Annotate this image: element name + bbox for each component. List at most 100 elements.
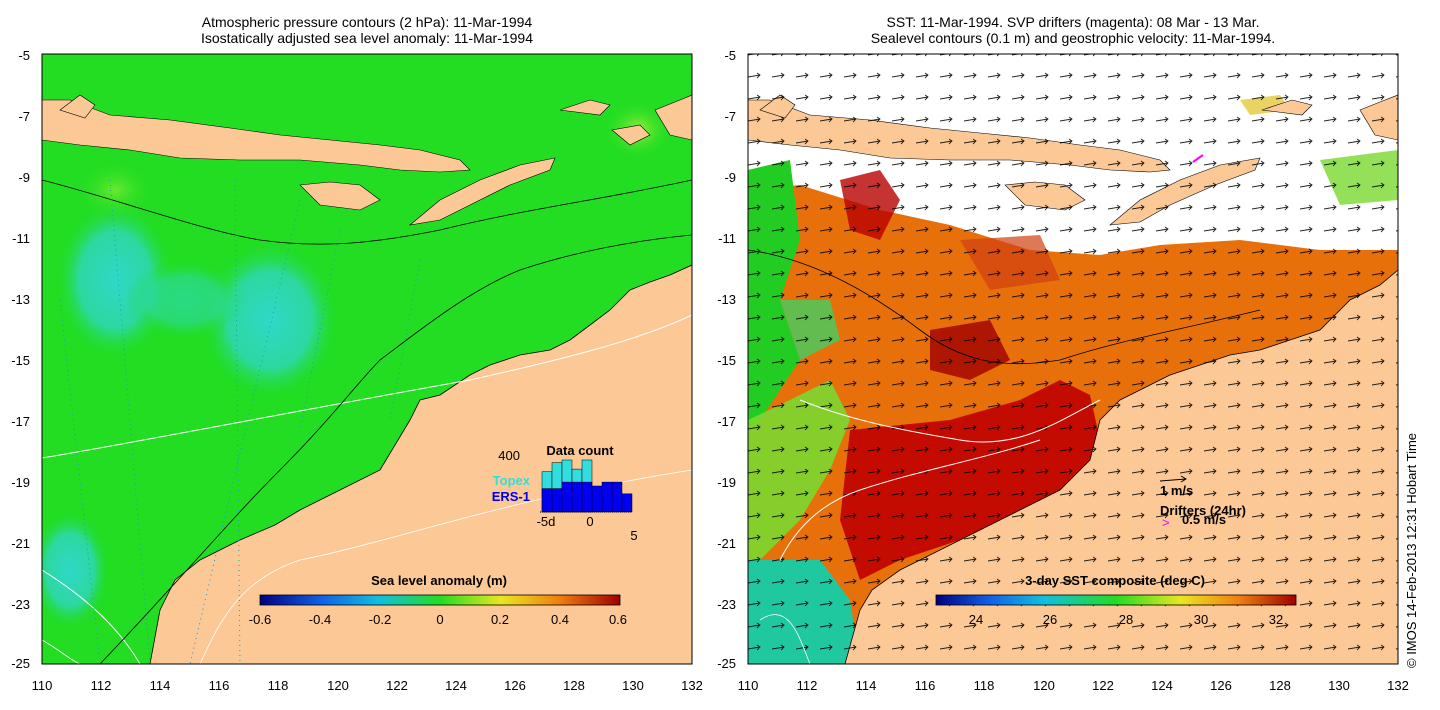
y-tick-label: -25 — [717, 656, 736, 671]
x-tick-label: 130 — [1328, 678, 1350, 693]
anomaly-tick: -0.2 — [369, 612, 391, 627]
y-tick-label: -13 — [11, 292, 30, 307]
y-tick-label: -23 — [11, 597, 30, 612]
anomaly-tick: 0.6 — [609, 612, 627, 627]
anomaly-tick: 0.2 — [491, 612, 509, 627]
ers1-bar — [611, 481, 623, 513]
x-tick-label: 116 — [209, 678, 230, 693]
right-title-line1: SST: 11-Mar-1994. SVP drifters (magenta)… — [886, 14, 1260, 30]
hist-x-label: -5d — [537, 514, 556, 529]
sst-tick: 32 — [1269, 612, 1283, 627]
left-y-axis: -5 -7 -9 -11 -13 -15 -17 -19 -21 -23 -25 — [11, 48, 30, 671]
velocity-legend: 1 m/s Drifters (24hr) > 0.5 m/s — [1159, 475, 1246, 530]
y-tick-label: -7 — [724, 109, 736, 124]
y-tick-label: -17 — [717, 414, 736, 429]
x-tick-label: 118 — [268, 678, 289, 693]
drifter-speed-label: 0.5 m/s — [1182, 512, 1226, 527]
anomaly-tick: -0.6 — [249, 612, 271, 627]
x-tick-label: 122 — [386, 678, 408, 693]
x-tick-label: 122 — [1092, 678, 1114, 693]
y-tick-label: -15 — [11, 353, 30, 368]
x-tick-label: 124 — [445, 678, 467, 693]
right-x-axis: 110 112 114 116 118 120 122 124 126 128 … — [738, 678, 1409, 693]
y-tick-label: -21 — [717, 536, 736, 551]
sea-level-anomaly-map[interactable]: -5 -7 -9 -11 -13 -15 -17 -19 -21 -23 -25… — [0, 0, 720, 710]
x-tick-label: 130 — [622, 678, 644, 693]
x-tick-label: 120 — [1033, 678, 1055, 693]
data-count-ymax: 400 — [498, 448, 520, 463]
hist-x-label: 0 — [586, 514, 593, 529]
anomaly-tick: -0.4 — [309, 612, 331, 627]
right-y-axis: -5 -7 -9 -11 -13 -15 -17 -19 -21 -23 -25 — [717, 48, 736, 671]
x-tick-label: 128 — [563, 678, 585, 693]
y-tick-label: -13 — [717, 292, 736, 307]
ers1-bar — [621, 493, 633, 513]
y-tick-label: -25 — [11, 656, 30, 671]
x-tick-label: 128 — [1269, 678, 1291, 693]
y-tick-label: -23 — [717, 597, 736, 612]
sst-tick: 26 — [1043, 612, 1057, 627]
y-tick-label: -19 — [717, 475, 736, 490]
ers1-bar — [571, 481, 583, 513]
y-tick-label: -19 — [11, 475, 30, 490]
y-tick-label: -9 — [18, 170, 30, 185]
left-title-line2: Isostatically adjusted sea level anomaly… — [200, 30, 534, 46]
sst-colorbar-ticks: 24 26 28 30 32 — [969, 612, 1283, 627]
velocity-arrow-icon — [1159, 475, 1187, 483]
credit-text: © IMOS 14-Feb-2013 12:31 Hobart Time — [1404, 432, 1419, 668]
legend-ers1: ERS-1 — [492, 489, 530, 504]
sst-tick: 24 — [969, 612, 983, 627]
ers1-bar — [581, 481, 593, 513]
y-tick-label: -15 — [717, 353, 736, 368]
y-tick-label: -11 — [12, 231, 30, 246]
ers1-bar — [591, 485, 603, 513]
x-tick-label: 110 — [738, 678, 759, 693]
anomaly-tick: 0.4 — [551, 612, 569, 627]
x-tick-label: 124 — [1151, 678, 1173, 693]
x-tick-label: 132 — [1387, 678, 1409, 693]
x-tick-label: 126 — [1210, 678, 1232, 693]
hist-x-label: 5 — [630, 528, 637, 543]
x-tick-label: 132 — [681, 678, 703, 693]
sst-tick: 30 — [1194, 612, 1208, 627]
sst-colorbar — [935, 594, 1297, 606]
right-title-line2: Sealevel contours (0.1 m) and geostrophi… — [870, 30, 1276, 46]
x-tick-label: 126 — [504, 678, 526, 693]
ers1-bar — [601, 481, 613, 513]
x-tick-label: 114 — [856, 678, 877, 693]
y-tick-label: -5 — [724, 48, 736, 63]
left-title-line1: Atmospheric pressure contours (2 hPa): 1… — [201, 14, 533, 30]
anomaly-colorbar-ticks: -0.6 -0.4 -0.2 0 0.2 0.4 0.6 — [249, 612, 627, 627]
x-tick-label: 112 — [797, 678, 818, 693]
x-tick-label: 114 — [150, 678, 171, 693]
x-tick-label: 118 — [974, 678, 995, 693]
sst-colorbar-label: 3-day SST composite (deg C) — [1025, 573, 1205, 588]
sst-map[interactable]: -5 -7 -9 -11 -13 -15 -17 -19 -21 -23 -25… — [700, 0, 1440, 710]
left-x-axis: 110 112 114 116 118 120 122 124 126 128 … — [32, 678, 703, 693]
drifter-marker-icon: > — [1162, 515, 1170, 530]
anomaly-colorbar — [259, 594, 621, 606]
y-tick-label: -17 — [11, 414, 30, 429]
legend-topex: Topex — [493, 473, 531, 488]
x-tick-label: 110 — [32, 678, 53, 693]
data-count-title: Data count — [546, 443, 614, 458]
x-tick-label: 112 — [91, 678, 112, 693]
left-title: Atmospheric pressure contours (2 hPa): 1… — [42, 14, 692, 46]
anomaly-colorbar-label: Sea level anomaly (m) — [371, 573, 507, 588]
y-tick-label: -9 — [724, 170, 736, 185]
x-tick-label: 120 — [327, 678, 349, 693]
velocity-scale-label: 1 m/s — [1160, 483, 1193, 498]
y-tick-label: -5 — [18, 48, 30, 63]
ers1-bar — [561, 481, 573, 513]
right-title: SST: 11-Mar-1994. SVP drifters (magenta)… — [748, 14, 1398, 46]
ers1-bar — [551, 488, 563, 513]
x-tick-label: 116 — [915, 678, 936, 693]
ers1-bar — [541, 488, 553, 513]
y-tick-label: -7 — [18, 109, 30, 124]
anomaly-tick: 0 — [436, 612, 443, 627]
sst-tick: 28 — [1119, 612, 1133, 627]
drifters-label: Drifters (24hr) — [1160, 503, 1246, 518]
y-tick-label: -21 — [11, 536, 30, 551]
y-tick-label: -11 — [718, 231, 736, 246]
data-count-histogram: Data count 400 Topex ERS-1 -5d 0 5 — [492, 443, 638, 543]
